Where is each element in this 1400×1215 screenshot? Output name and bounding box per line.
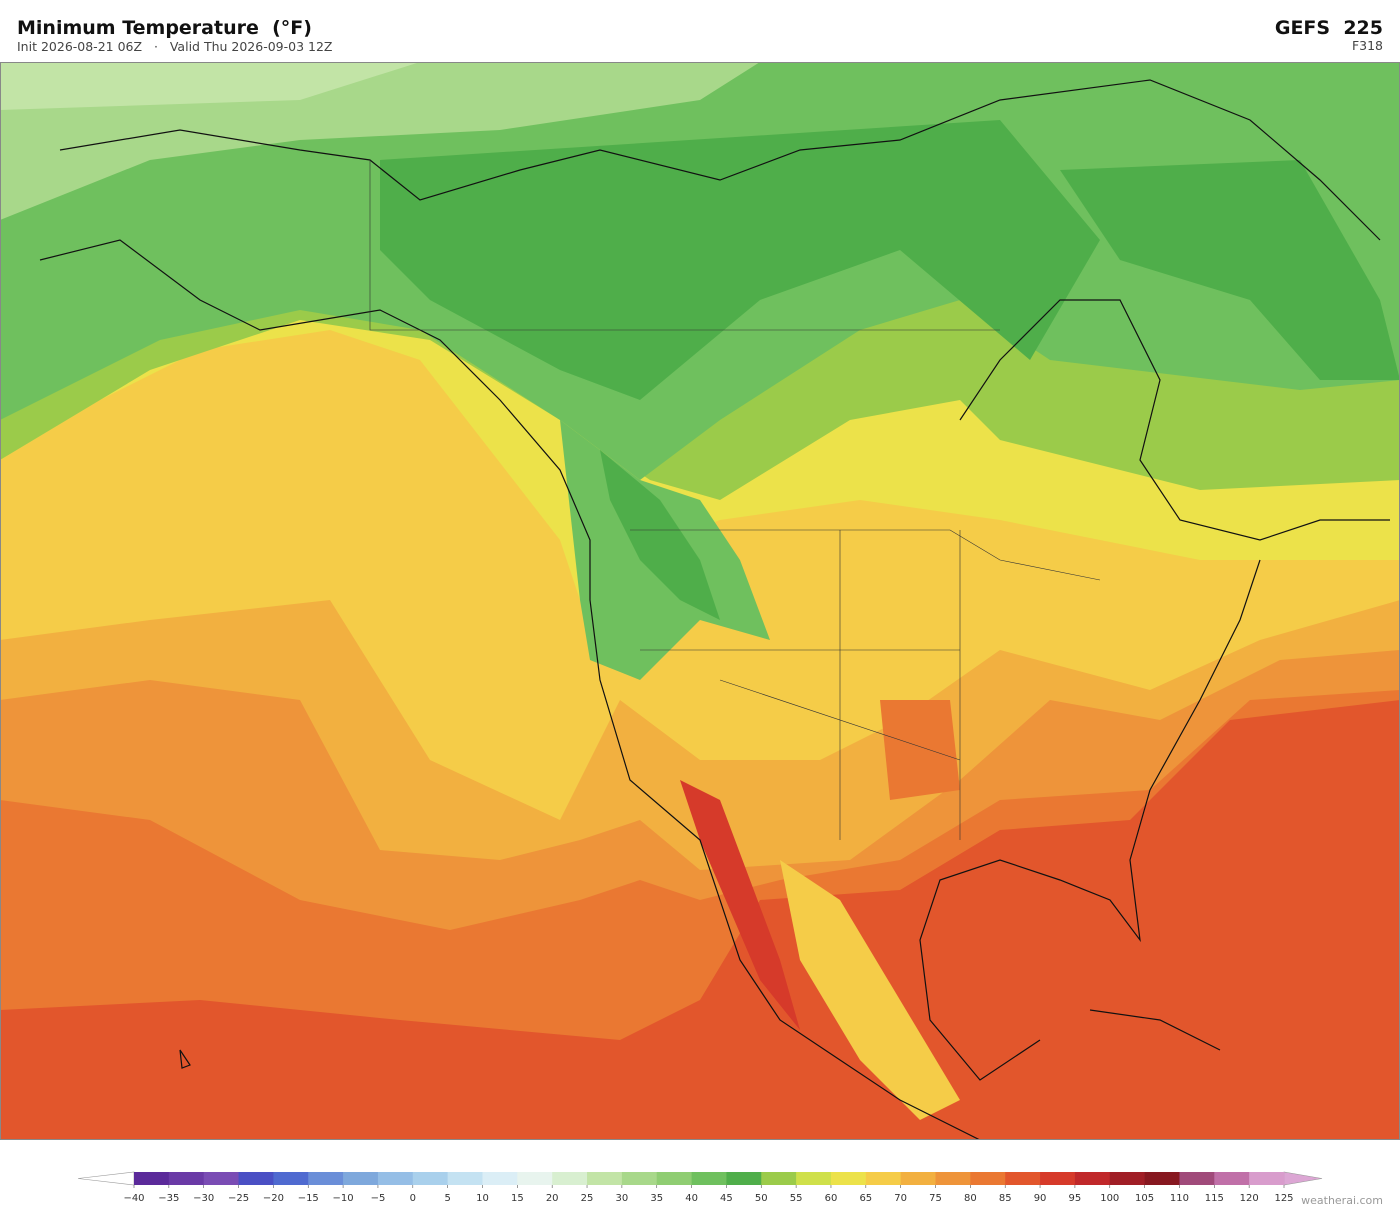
colorbar-under	[77, 1171, 135, 1186]
forecast-hour: F318	[1352, 38, 1383, 53]
colorbar-swatch	[970, 1172, 1006, 1185]
colorbar-tick-label: 40	[685, 1193, 698, 1204]
colorbar-swatch	[447, 1172, 483, 1185]
colorbar-swatch	[1074, 1172, 1111, 1185]
colorbar-swatch	[134, 1172, 170, 1185]
colorbar: −40 −35 −30 −25 −20 −15 −10 −5 0 5 10 15 20 25 30 35 40 4…	[77, 1171, 1323, 1204]
colorbar-tick-label: 70	[894, 1193, 907, 1204]
colorbar-swatch	[1109, 1172, 1146, 1185]
colorbar-swatch	[726, 1172, 762, 1185]
colorbar-swatch	[1214, 1172, 1250, 1185]
colorbar-tick-label: 115	[1205, 1193, 1224, 1204]
colorbar-swatch	[621, 1172, 658, 1185]
colorbar-tick-label: 120	[1240, 1193, 1259, 1204]
colorbar-tick-label: 55	[790, 1193, 803, 1204]
colorbar-tick-label: 110	[1170, 1193, 1189, 1204]
colorbar-swatch	[900, 1172, 936, 1185]
colorbar-swatch	[552, 1172, 588, 1185]
colorbar-tick-label: 125	[1274, 1193, 1293, 1204]
colorbar-tick-label: 95	[1069, 1193, 1082, 1204]
subtitle: Init 2026-08-21 06Z · Valid Thu 2026-09-…	[17, 39, 333, 54]
colorbar-swatch	[587, 1172, 623, 1185]
colorbar-tick-label: −10	[333, 1193, 354, 1204]
title: Minimum Temperature (°F)	[17, 17, 312, 39]
colorbar-tick-label: 65	[859, 1193, 872, 1204]
colorbar-tick-label: 30	[616, 1193, 629, 1204]
colorbar-swatch	[203, 1172, 239, 1185]
colorbar-swatch	[343, 1172, 379, 1185]
colorbar-swatch	[796, 1172, 832, 1185]
colorbar-tick-label: 85	[999, 1193, 1012, 1204]
colorbar-tick-label: 60	[825, 1193, 838, 1204]
colorbar-tick-label: 20	[546, 1193, 559, 1204]
colorbar-swatch	[830, 1172, 867, 1185]
colorbar-tick-label: 100	[1100, 1193, 1119, 1204]
colorbar-tick-label: −40	[123, 1193, 144, 1204]
colorbar-tick-label: 90	[1034, 1193, 1047, 1204]
colorbar-tick-label: 80	[964, 1193, 977, 1204]
colorbar-swatch	[168, 1172, 205, 1185]
colorbar-swatch	[865, 1172, 902, 1185]
colorbar-swatch	[1005, 1172, 1041, 1185]
colorbar-swatch	[517, 1172, 553, 1185]
colorbar-tick-label: −15	[298, 1193, 319, 1204]
colorbar-tick-label: 10	[476, 1193, 489, 1204]
colorbar-swatch	[1249, 1172, 1285, 1185]
colorbar-swatch	[656, 1172, 692, 1185]
colorbar-swatch	[935, 1172, 971, 1185]
colorbar-swatch	[308, 1172, 344, 1185]
colorbar-tick-label: 25	[581, 1193, 594, 1204]
watermark: weatherai.com	[1301, 1194, 1383, 1207]
colorbar-tick-label: −5	[371, 1193, 386, 1204]
colorbar-over	[1283, 1171, 1323, 1186]
colorbar-swatch	[761, 1172, 797, 1185]
colorbar-tick-label: −30	[193, 1193, 214, 1204]
colorbar-tick-label: 15	[511, 1193, 524, 1204]
colorbar-swatch	[1144, 1172, 1180, 1185]
colorbar-swatch	[482, 1172, 518, 1185]
colorbar-tick-label: 105	[1135, 1193, 1154, 1204]
colorbar-tick-label: 50	[755, 1193, 768, 1204]
model-name: GEFS 225	[1275, 17, 1383, 39]
colorbar-tick-label: −20	[263, 1193, 284, 1204]
colorbar-swatch	[1040, 1172, 1076, 1185]
colorbar-tick-label: 0	[410, 1193, 416, 1204]
colorbar-swatch	[691, 1172, 727, 1185]
colorbar-tick-label: −25	[228, 1193, 249, 1204]
colorbar-tick-label: −35	[158, 1193, 179, 1204]
map	[0, 62, 1400, 1140]
colorbar-tick-label: 35	[650, 1193, 663, 1204]
colorbar-swatch	[377, 1172, 414, 1185]
colorbar-tick-label: 5	[444, 1193, 450, 1204]
colorbar-swatch	[412, 1172, 449, 1185]
colorbar-tick-label: 45	[720, 1193, 733, 1204]
colorbar-tick-label: 75	[929, 1193, 942, 1204]
colorbar-swatch	[273, 1172, 309, 1185]
colorbar-swatch	[238, 1172, 274, 1185]
colorbar-swatch	[1179, 1172, 1215, 1185]
